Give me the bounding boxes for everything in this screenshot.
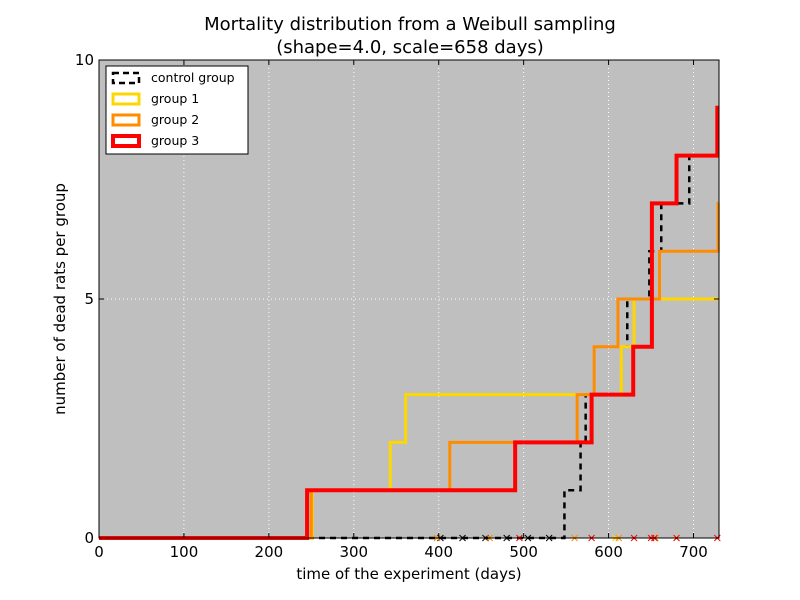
x-axis-label: time of the experiment (days) (296, 565, 521, 583)
legend-swatch-0 (111, 71, 141, 85)
series-layer (99, 105, 720, 540)
x-tick-label-4: 400 (424, 543, 453, 561)
y-axis-label: number of dead rats per group (51, 183, 69, 415)
x-tick-label-7: 700 (679, 543, 708, 561)
chart-title-line2: (shape=4.0, scale=658 days) (276, 37, 544, 58)
legend-label-3: group 3 (151, 133, 199, 148)
legend-label-0: control group (151, 70, 235, 85)
ticks: 0 100 200 300 400 500 600 700 0 5 10 (75, 51, 719, 561)
legend-swatch-1 (111, 92, 141, 106)
y-tick-label-2: 10 (75, 51, 94, 69)
grid (99, 60, 719, 538)
legend-box (105, 65, 249, 155)
x-tick-label-0: 0 (94, 543, 104, 561)
x-tick-label-3: 300 (339, 543, 368, 561)
legend-swatch-3 (111, 134, 141, 148)
legend: control group group 1 group 2 group 3 (105, 65, 249, 155)
x-tick-label-1: 100 (170, 543, 199, 561)
series-line-3 (99, 105, 720, 540)
legend-swatch-2 (111, 113, 141, 127)
y-tick-label-0: 0 (84, 529, 94, 547)
y-tick-label-1: 5 (84, 290, 94, 308)
x-tick-label-5: 500 (509, 543, 538, 561)
legend-label-1: group 1 (151, 91, 199, 106)
x-tick-label-6: 600 (594, 543, 623, 561)
legend-label-2: group 2 (151, 112, 199, 127)
x-tick-label-2: 200 (255, 543, 284, 561)
chart-title-line1: Mortality distribution from a Weibull sa… (204, 14, 616, 35)
